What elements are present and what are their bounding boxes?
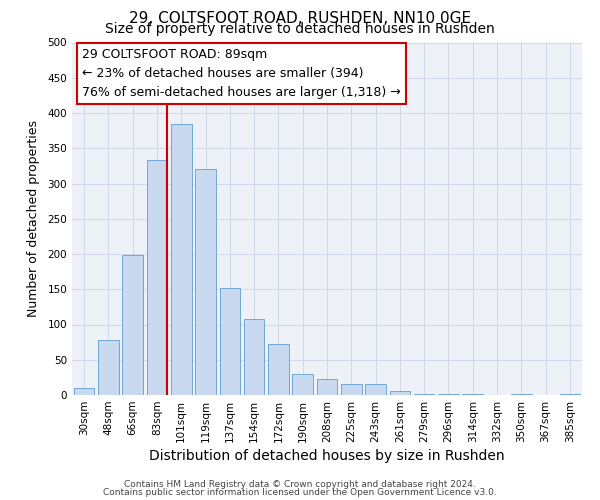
Bar [341, 384, 362, 395]
Bar [244, 319, 265, 395]
Bar [560, 394, 580, 395]
Bar [292, 374, 313, 395]
Bar [317, 380, 337, 395]
Bar [389, 392, 410, 395]
Bar [220, 288, 240, 395]
Bar [122, 256, 143, 395]
Bar [171, 124, 191, 395]
Text: 29 COLTSFOOT ROAD: 89sqm
← 23% of detached houses are smaller (394)
76% of semi-: 29 COLTSFOOT ROAD: 89sqm ← 23% of detach… [82, 48, 401, 99]
Bar [414, 394, 434, 395]
Y-axis label: Number of detached properties: Number of detached properties [28, 120, 40, 318]
Text: Contains HM Land Registry data © Crown copyright and database right 2024.: Contains HM Land Registry data © Crown c… [124, 480, 476, 489]
Bar [365, 384, 386, 395]
Bar [74, 388, 94, 395]
Text: Size of property relative to detached houses in Rushden: Size of property relative to detached ho… [105, 22, 495, 36]
Bar [195, 170, 216, 395]
X-axis label: Distribution of detached houses by size in Rushden: Distribution of detached houses by size … [149, 449, 505, 463]
Bar [463, 394, 483, 395]
Text: Contains public sector information licensed under the Open Government Licence v3: Contains public sector information licen… [103, 488, 497, 497]
Bar [98, 340, 119, 395]
Bar [146, 160, 167, 395]
Bar [438, 394, 459, 395]
Bar [268, 344, 289, 395]
Text: 29, COLTSFOOT ROAD, RUSHDEN, NN10 0GE: 29, COLTSFOOT ROAD, RUSHDEN, NN10 0GE [129, 11, 471, 26]
Bar [511, 394, 532, 395]
